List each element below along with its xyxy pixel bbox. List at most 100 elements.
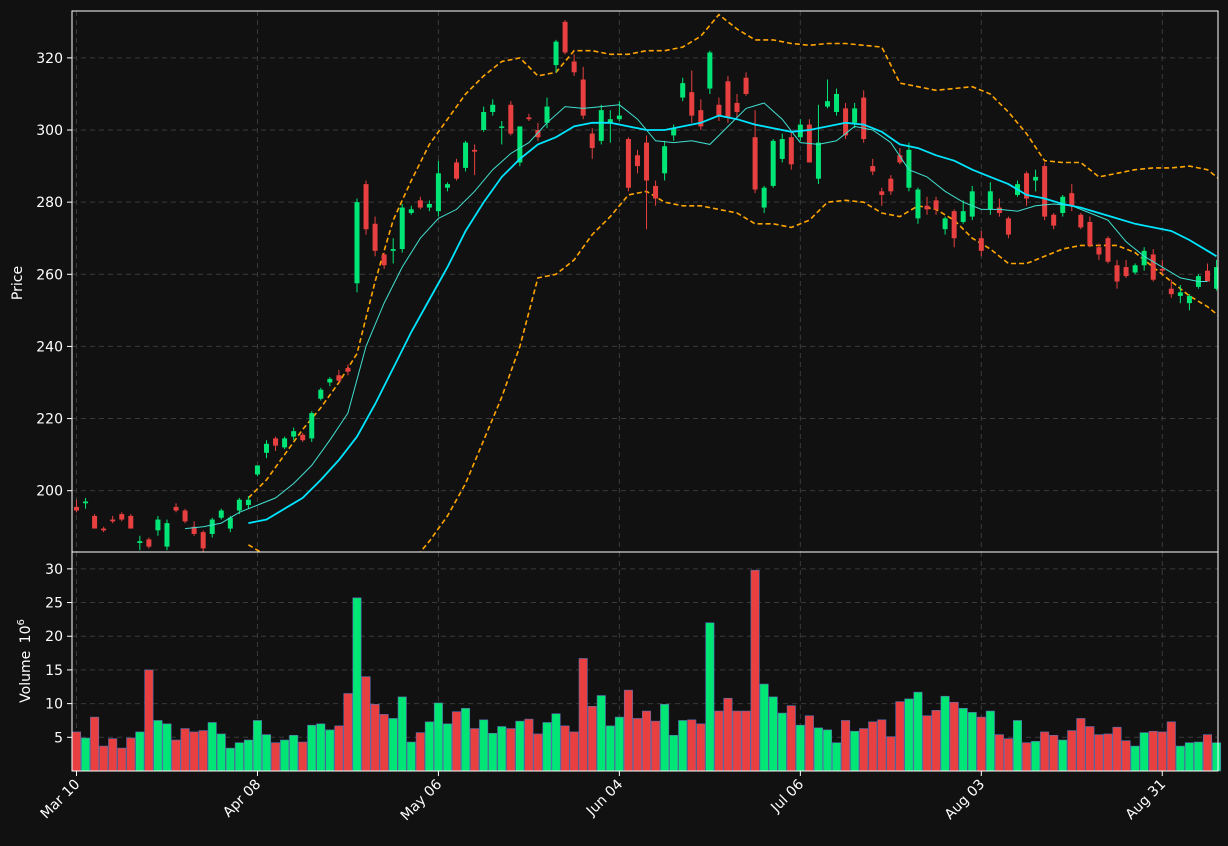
candle-down <box>653 185 659 199</box>
candle-down <box>634 155 640 167</box>
candle-up <box>490 104 496 112</box>
candle-up <box>544 106 550 123</box>
volume-bar-down <box>144 669 154 772</box>
candle-up <box>553 41 559 66</box>
candle-up <box>607 119 613 123</box>
volume-bar-down <box>931 710 941 772</box>
volume-bar-down <box>126 737 136 772</box>
volume-bar-down <box>741 710 751 772</box>
candle-down <box>417 200 423 208</box>
candle-down <box>128 515 134 529</box>
candle-down <box>924 205 930 210</box>
volume-bar-up <box>1058 739 1068 772</box>
volume-bar-up <box>1193 741 1203 772</box>
volume-bar-up <box>958 708 968 772</box>
volume-bar-up <box>352 597 362 772</box>
volume-bar-down <box>379 714 389 772</box>
volume-bar-up <box>442 723 452 772</box>
candle-up <box>155 519 161 531</box>
volume-bar-up <box>1184 742 1194 772</box>
volume-bar-up <box>433 702 443 772</box>
candle-up <box>282 438 288 448</box>
candle-up <box>761 187 767 208</box>
candle-up <box>264 443 270 453</box>
price-tick-label: 240 <box>36 339 63 355</box>
candle-up <box>662 146 668 174</box>
volume-bar-up <box>515 720 525 772</box>
candle-down <box>191 526 197 534</box>
volume-bar-up <box>542 722 552 772</box>
candle-down <box>589 133 595 149</box>
volume-bar-up <box>234 742 244 772</box>
candle-down <box>119 514 125 520</box>
volume-axis-label-spacer: 10 <box>18 626 34 648</box>
volume-tick-label: 15 <box>45 663 63 679</box>
candle-down <box>978 238 984 251</box>
price-tick-label: 320 <box>36 51 63 67</box>
candle-up <box>671 128 677 136</box>
candle-down <box>508 104 514 134</box>
volume-bar-down <box>1157 731 1167 772</box>
volume-bar-down <box>877 719 887 772</box>
candle-down <box>951 211 957 239</box>
candle-down <box>689 92 695 116</box>
candle-down <box>716 104 722 116</box>
volume-bar-down <box>1094 734 1104 772</box>
volume-bar-down <box>506 728 516 772</box>
volume-bar-up <box>1212 742 1222 772</box>
candle-down <box>74 506 79 511</box>
candle-down <box>996 207 1002 213</box>
volume-bar-down <box>524 718 534 772</box>
volume-bar-down <box>452 711 462 772</box>
candle-down <box>1078 214 1084 228</box>
volume-bar-up <box>985 710 995 772</box>
volume-bar-down <box>1003 738 1013 772</box>
candle-up <box>906 149 912 188</box>
candle-up <box>824 101 830 107</box>
volume-bar-up <box>1175 745 1185 772</box>
candle-up <box>254 465 260 475</box>
volume-bar-up <box>325 729 335 772</box>
volume-bar-down <box>886 736 896 772</box>
volume-bar-up <box>759 683 769 772</box>
candle-down <box>110 519 116 522</box>
volume-bar-up <box>1139 732 1149 772</box>
volume-bar-down <box>189 731 199 772</box>
volume-bar-down <box>90 716 100 772</box>
volume-bar-up <box>777 712 787 772</box>
volume-bar-down <box>1203 734 1213 772</box>
candle-up <box>1033 176 1039 181</box>
volume-bar-up <box>967 712 977 772</box>
candle-up <box>236 499 242 511</box>
volume-bar-up <box>397 696 407 772</box>
candle-down <box>752 137 758 190</box>
volume-bar-down <box>415 732 425 772</box>
volume-bar-up <box>1031 741 1041 772</box>
volume-bar-down <box>1103 733 1113 772</box>
candle-up <box>707 52 713 89</box>
volume-bar-down <box>1049 734 1059 772</box>
candle-down <box>644 142 650 181</box>
volume-bar-down <box>732 710 742 772</box>
candle-up <box>915 189 921 219</box>
volume-bar-down <box>714 710 724 772</box>
volume-bar-down <box>786 705 796 772</box>
volume-bar-up <box>153 720 163 772</box>
candle-down <box>870 166 876 172</box>
bollinger-lower-band <box>247 190 1218 552</box>
volume-bar-up <box>307 724 317 772</box>
volume-bar-up <box>678 720 688 772</box>
candle-down <box>146 539 152 547</box>
candle-down <box>1114 265 1120 282</box>
volume-bar-down <box>343 693 353 772</box>
candle-up <box>517 126 523 163</box>
volume-bar-down <box>922 715 932 772</box>
volume-bar-up <box>904 698 914 772</box>
candle-up <box>834 93 840 112</box>
moving-average-layer <box>185 102 1217 530</box>
candle-up <box>1177 292 1183 296</box>
candle-up <box>435 173 441 212</box>
volume-bar-up <box>1130 745 1140 772</box>
